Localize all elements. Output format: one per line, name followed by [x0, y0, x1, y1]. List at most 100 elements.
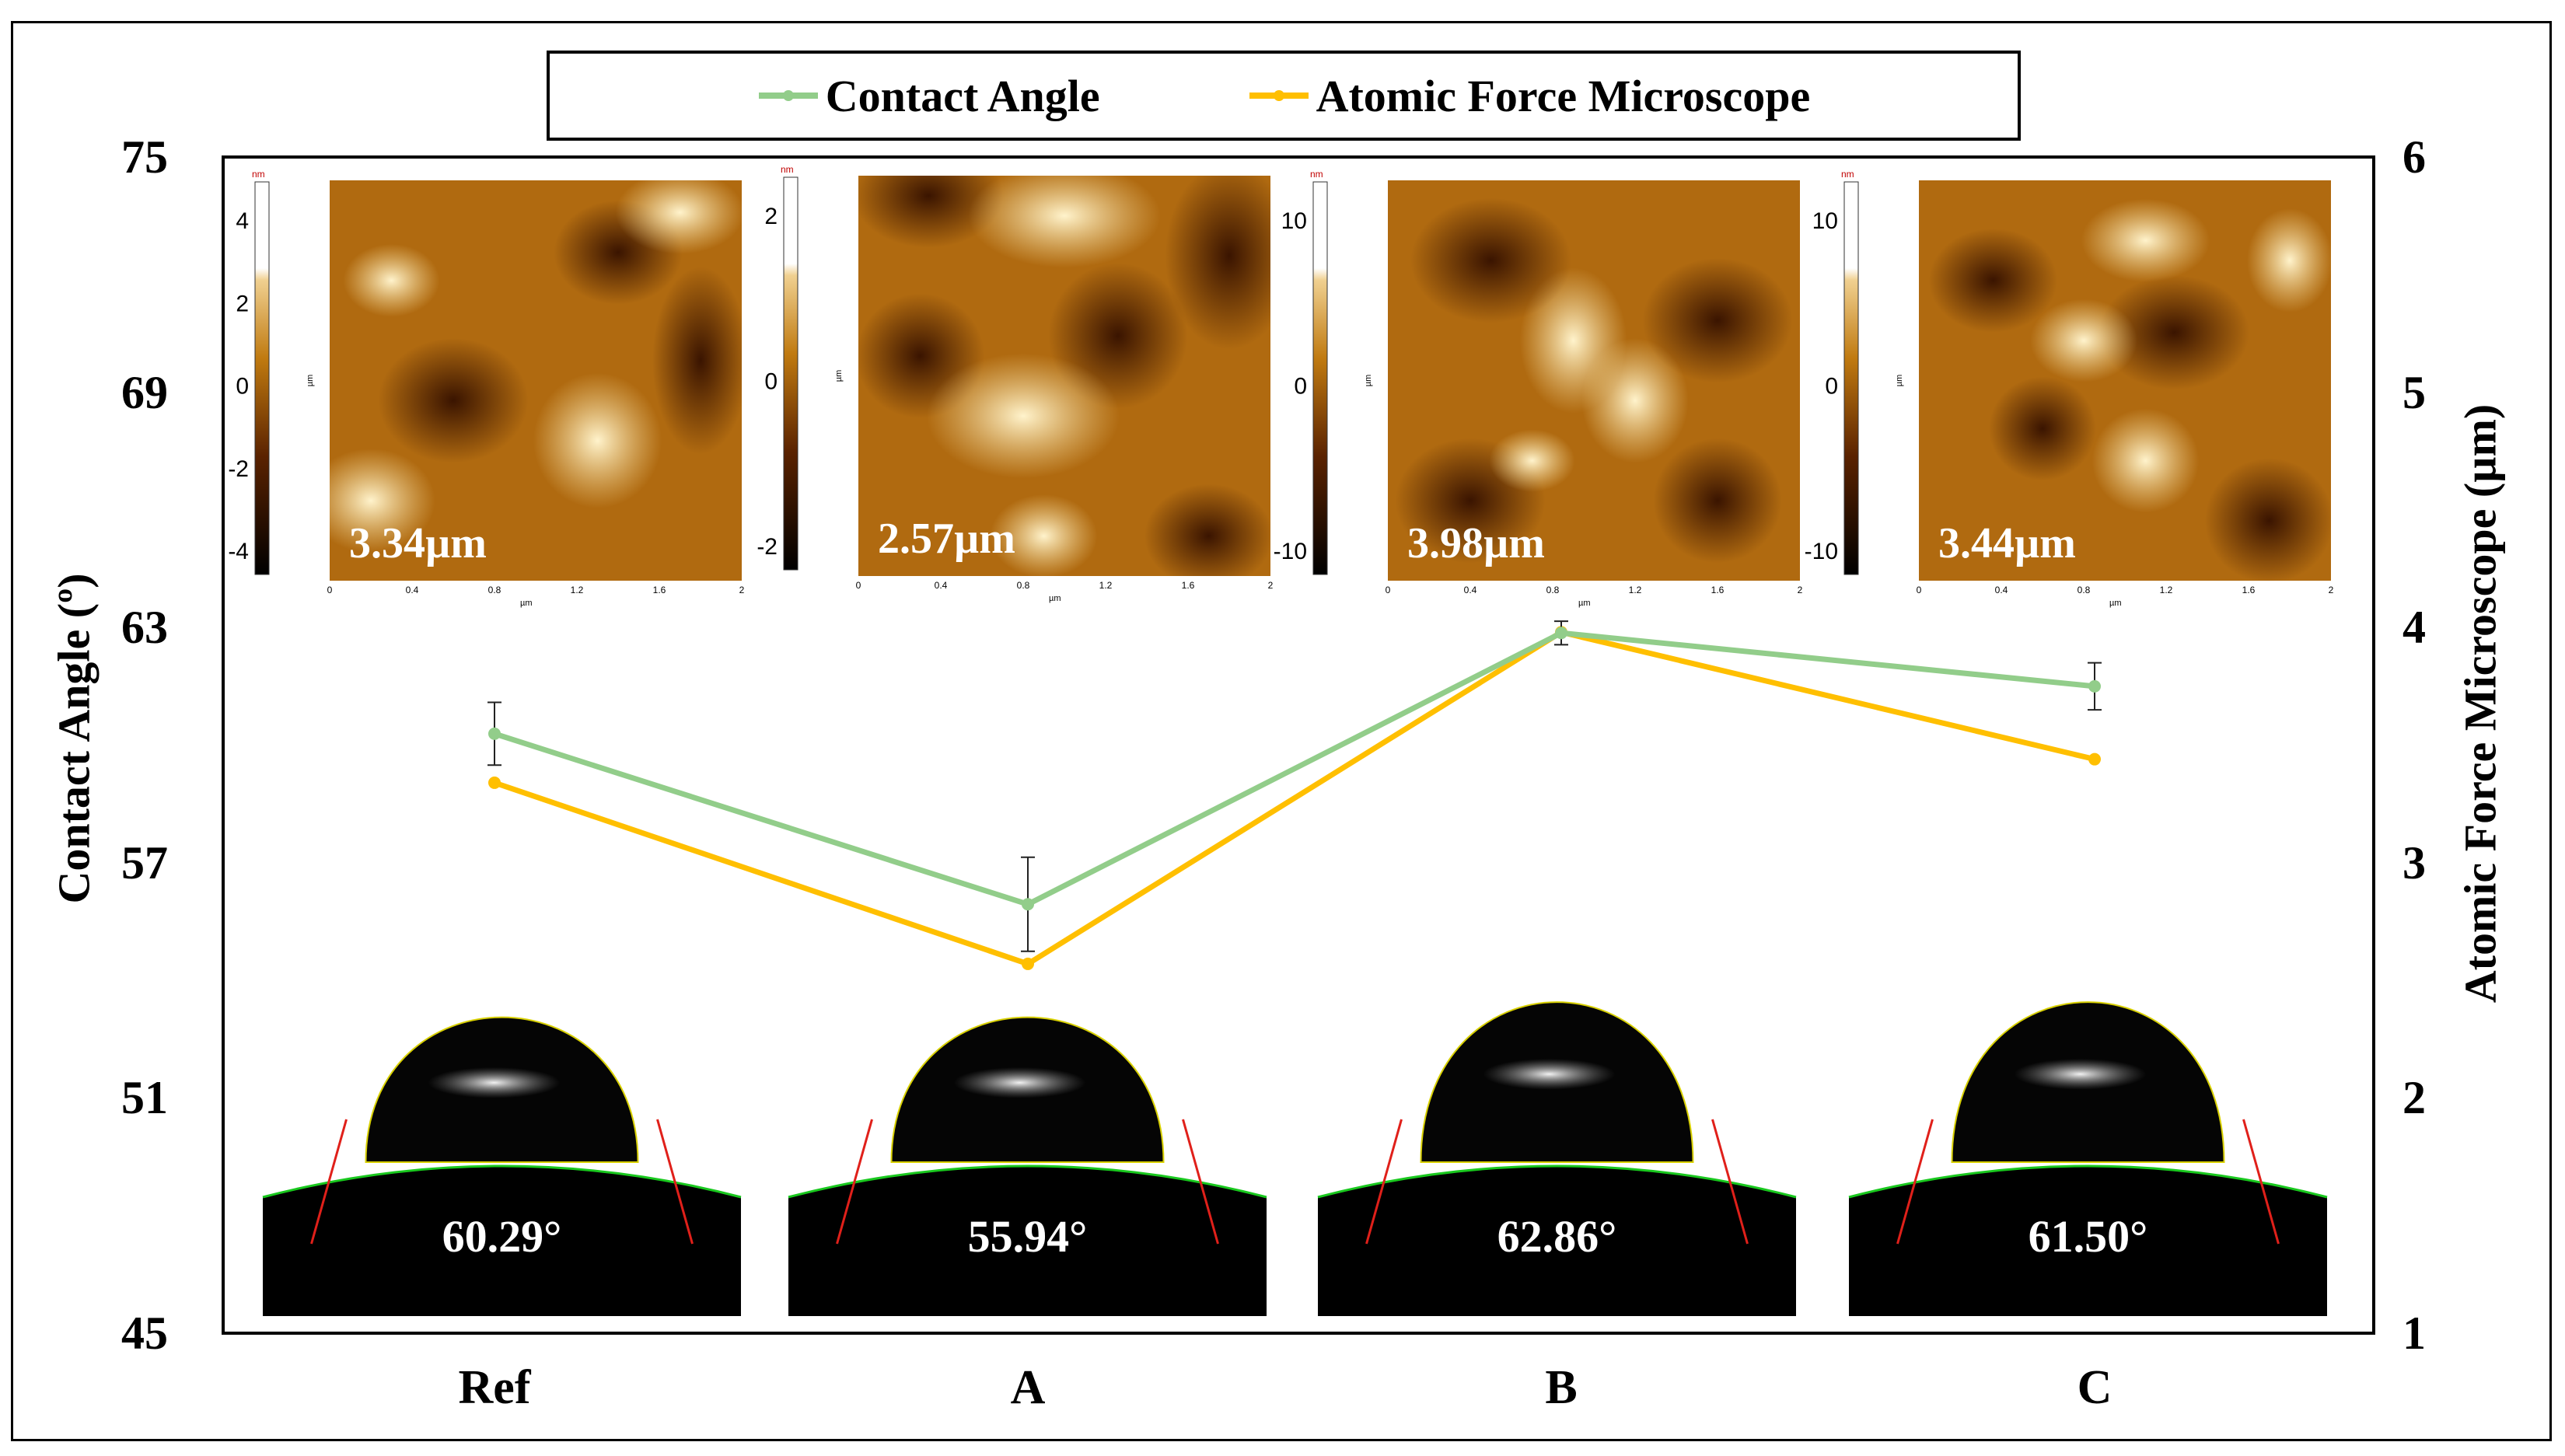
afm-axis-tick: 1.6 [1182, 580, 1195, 591]
afm-roughness-label: 2.57µm [878, 515, 1015, 563]
contact-angle-label: 61.50° [2029, 1211, 2148, 1262]
afm-axis-tick: 0.8 [488, 585, 501, 595]
point-contact-angle[interactable] [488, 727, 501, 740]
baseline [262, 1164, 742, 1199]
legend-line-contact-angle-icon [758, 90, 818, 101]
point-afm[interactable] [1022, 957, 1034, 970]
afm-inset-1: nm 2 0 -2 µm 0 0.4 0.8 1.2 1.6 2 µm 2.57µm [757, 164, 1274, 603]
afm-colorbar-tick: 0 [1294, 374, 1307, 400]
droplet-inset-2: 62.86° [1317, 1001, 1797, 1316]
afm-axis-tick: 0.4 [1995, 585, 2008, 595]
point-contact-angle[interactable] [2088, 679, 2101, 693]
afm-inset-0: nm 4 2 0 -2 -4 µm 0 0.4 0.8 1.2 1.6 2 µm 3.34µm [228, 169, 745, 608]
y-tick-right: 2 [2403, 1072, 2426, 1124]
afm-axis-tick: 0.4 [935, 580, 948, 591]
tangent-left [836, 1119, 873, 1245]
afm-colorbar-tick: 10 [1812, 208, 1838, 234]
afm-colorbar-tick: 2 [236, 291, 249, 316]
afm-axis-tick: 0 [327, 585, 333, 595]
tangent-right [1711, 1119, 1749, 1245]
afm-axis-tick: 0 [1386, 585, 1391, 595]
afm-colorbar-tick: 2 [764, 204, 778, 229]
afm-image [1388, 180, 1800, 581]
series-contact-angle [487, 620, 2102, 952]
tangent-right [1182, 1119, 1219, 1245]
afm-colorbar [1312, 181, 1328, 575]
afm-colorbar-unit: nm [1310, 169, 1323, 180]
afm-colorbar-tick: -10 [1805, 539, 1838, 564]
series-line-contact-angle [493, 630, 2095, 907]
afm-axis-tick: 1.2 [1629, 585, 1642, 595]
point-contact-angle[interactable] [1555, 627, 1567, 640]
afm-colorbar-tick: -4 [228, 539, 249, 564]
droplet-inset-1: 55.94° [788, 1016, 1267, 1316]
substrate [1849, 1166, 2327, 1316]
afm-axis-tick: 0.8 [2078, 585, 2091, 595]
series-afm [488, 626, 2101, 970]
afm-image [330, 180, 742, 581]
baseline [1848, 1164, 2328, 1199]
afm-colorbar-tick: 0 [236, 374, 249, 400]
afm-image [1919, 180, 2331, 581]
afm-axis-unit-y: µm [834, 370, 844, 382]
y-axis-title-left: Contact Angle (º) [48, 573, 100, 904]
y-tick-right: 1 [2403, 1308, 2426, 1359]
afm-inset-3: nm 10 0 -10 µm 0 0.4 0.8 1.2 1.6 2 µm 3.44µm [1805, 169, 2334, 608]
afm-axis-tick: 0 [856, 580, 861, 591]
afm-axis-tick: 2 [1798, 585, 1803, 595]
afm-colorbar-tick: -2 [228, 456, 249, 482]
y-tick-right: 5 [2403, 366, 2426, 418]
afm-axis-unit-y: µm [1364, 375, 1373, 387]
tangent-left [1365, 1119, 1403, 1245]
afm-colorbar [1843, 181, 1859, 575]
afm-axis-tick: 1.2 [571, 585, 584, 595]
afm-axis-unit-y: µm [1895, 375, 1904, 387]
afm-colorbar-tick: 10 [1281, 208, 1307, 234]
afm-roughness-label: 3.98µm [1407, 519, 1545, 567]
droplet-glare [428, 1067, 561, 1098]
afm-axis-tick: 1.6 [1711, 585, 1725, 595]
legend-entry-contact-angle[interactable]: Contact Angle [757, 70, 1100, 122]
afm-axis-tick: 2 [739, 585, 745, 595]
legend: Contact Angle Atomic Force Microscope [547, 51, 2021, 141]
series-line-afm [493, 629, 2095, 967]
droplet-inset-0: 60.29° [262, 1016, 742, 1316]
afm-image [858, 176, 1270, 576]
tangent-left [1896, 1119, 1934, 1245]
y-axis-title-right: Atomic Force Microscope (µm) [2455, 403, 2506, 1004]
afm-axis-tick: 1.2 [2160, 585, 2173, 595]
baseline [788, 1164, 1267, 1199]
y-tick-left: 57 [121, 836, 168, 889]
afm-roughness-label: 3.44µm [1938, 519, 2076, 567]
legend-entry-afm[interactable]: Atomic Force Microscope [1248, 70, 1810, 122]
substrate [263, 1166, 741, 1316]
afm-axis-tick: 0.8 [1017, 580, 1030, 591]
substrate [1318, 1166, 1796, 1316]
afm-colorbar-tick: 0 [1825, 374, 1838, 400]
afm-axis-tick: 2 [1268, 580, 1274, 591]
droplet-glare [1483, 1058, 1616, 1090]
y-tick-right: 4 [2403, 602, 2426, 654]
point-afm[interactable] [2088, 752, 2101, 766]
x-tick: Ref [458, 1361, 531, 1414]
afm-axis-unit-x: µm [520, 599, 533, 608]
afm-axis-tick: 0.4 [1464, 585, 1477, 595]
afm-axis-unit-x: µm [1049, 594, 1061, 603]
tangent-left [310, 1119, 348, 1245]
afm-inset-2: nm 10 0 -10 µm 0 0.4 0.8 1.2 1.6 2 µm 3.98µm [1274, 169, 1803, 608]
plot-area [222, 155, 2375, 1335]
droplet-glare [2014, 1058, 2147, 1090]
afm-axis-tick: 0.4 [406, 585, 419, 595]
legend-label-contact-angle: Contact Angle [825, 70, 1100, 121]
point-contact-angle[interactable] [1022, 898, 1034, 911]
x-tick: B [1545, 1361, 1578, 1414]
afm-axis-tick: 2 [2329, 585, 2334, 595]
afm-axis-tick: 0 [1917, 585, 1922, 595]
y-tick-right: 6 [2403, 131, 2426, 183]
afm-axis-unit-y: µm [306, 375, 315, 387]
point-afm[interactable] [488, 776, 501, 789]
afm-axis-unit-x: µm [1578, 599, 1591, 608]
tangent-right [2242, 1119, 2280, 1245]
afm-axis-tick: 1.6 [653, 585, 666, 595]
